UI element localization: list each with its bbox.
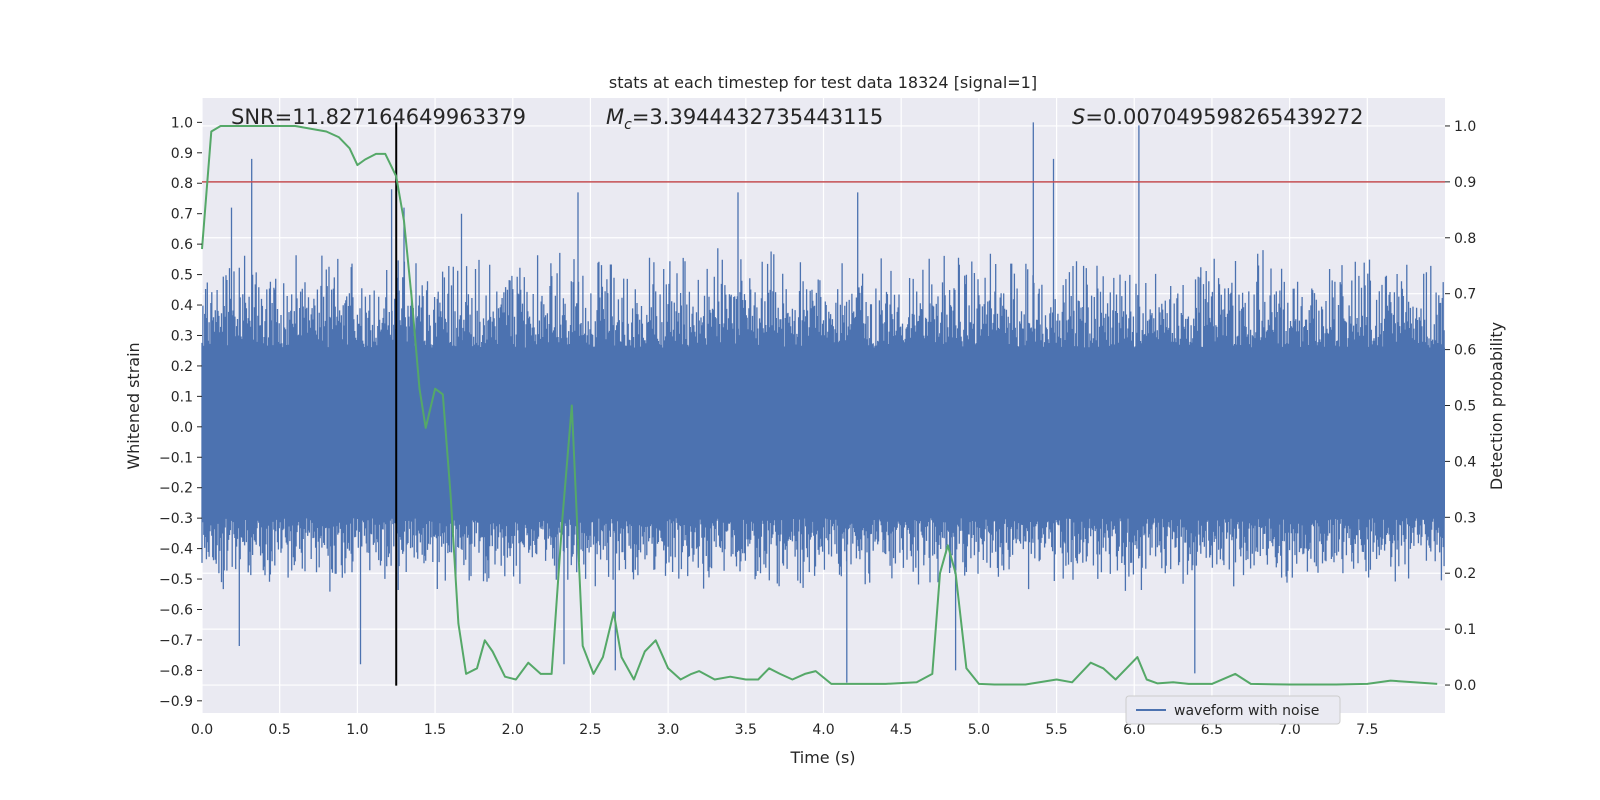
y2-tick-label: 0.7 — [1454, 287, 1476, 303]
x-tick-label: 7.0 — [1278, 722, 1300, 738]
y2-tick-label: 1.0 — [1454, 119, 1476, 135]
detection-probability-series — [201, 125, 1438, 686]
y-tick-label: −0.2 — [159, 481, 193, 497]
y-tick-label: 1.0 — [171, 115, 193, 131]
y-tick-label: 0.6 — [171, 237, 193, 253]
x-tick-label: 5.5 — [1045, 722, 1067, 738]
y2-tick-label: 0.4 — [1454, 454, 1476, 470]
s-annotation: S=0.007049598265439272 — [1072, 105, 1363, 129]
detection-probability-line — [201, 125, 1438, 686]
y-axis-label: Whitened strain — [124, 342, 143, 469]
x-tick-label: 2.0 — [502, 722, 524, 738]
y-tick-label: −0.3 — [159, 511, 193, 527]
legend-label: waveform with noise — [1174, 703, 1319, 719]
y2-tick-label: 0.3 — [1454, 510, 1476, 526]
snr-annotation: SNR=11.827164649963379 — [231, 105, 526, 129]
x-axis-label: Time (s) — [789, 748, 855, 767]
x-tick-label: 3.5 — [735, 722, 757, 738]
y-tick-label: 0.1 — [171, 389, 193, 405]
waveform-core — [202, 347, 1445, 519]
y-tick-label: 0.9 — [171, 146, 193, 162]
y-tick-label: −0.1 — [159, 450, 193, 466]
axes: 0.0 0.5 1.0 1.5 2.0 2.5 3.0 3.5 4.0 4.5 5.0 5.5 6.0 6… — [159, 115, 1476, 738]
x-tick-label: 4.5 — [890, 722, 912, 738]
legend-box — [1125, 695, 1341, 725]
y-tick-label: −0.5 — [159, 572, 193, 588]
x-tick-label: 6.0 — [1123, 722, 1145, 738]
y-tick-label: −0.9 — [159, 694, 193, 710]
y-tick-label: 0.4 — [171, 298, 193, 314]
y2-tick-label: 0.1 — [1454, 622, 1476, 638]
y-tick-label: 0.3 — [171, 328, 193, 344]
x-tick-label: 1.0 — [346, 722, 368, 738]
y2-tick-label: 0.0 — [1454, 678, 1476, 694]
y-tick-label: 0.0 — [171, 420, 193, 436]
mc-annotation: Mc=3.3944432735443115 — [606, 105, 883, 133]
waveform-series — [201, 122, 1445, 683]
y-tick-label: −0.8 — [159, 663, 193, 679]
y2-tick-label: 0.5 — [1454, 399, 1476, 415]
chart-title: stats at each timestep for test data 183… — [609, 73, 1037, 92]
y-tick-label: 0.7 — [171, 207, 193, 223]
x-tick-label: 2.5 — [579, 722, 601, 738]
y-tick-label: 0.2 — [171, 359, 193, 375]
y2-tick-label: 0.9 — [1454, 175, 1476, 191]
x-tick-label: 0.0 — [191, 722, 213, 738]
y2-tick-label: 0.2 — [1454, 566, 1476, 582]
y-tick-label: −0.7 — [159, 633, 193, 649]
y2-tick-label: 0.6 — [1454, 343, 1476, 359]
y2-axis-label: Detection probability — [1487, 322, 1506, 490]
y-tick-label: −0.6 — [159, 602, 193, 618]
x-tick-label: 6.5 — [1201, 722, 1223, 738]
y2-tick-label: 0.8 — [1454, 231, 1476, 247]
x-tick-label: 0.5 — [269, 722, 291, 738]
x-tick-label: 3.0 — [657, 722, 679, 738]
x-tick-label: 4.0 — [812, 722, 834, 738]
x-tick-label: 1.5 — [424, 722, 446, 738]
legend: waveform with noise — [1125, 695, 1341, 725]
overlay — [202, 122, 1445, 686]
y-tick-label: −0.4 — [159, 542, 193, 558]
y-tick-label: 0.5 — [171, 268, 193, 284]
x-tick-label: 7.5 — [1356, 722, 1378, 738]
y-tick-label: 0.8 — [171, 176, 193, 192]
x-tick-label: 5.0 — [968, 722, 990, 738]
